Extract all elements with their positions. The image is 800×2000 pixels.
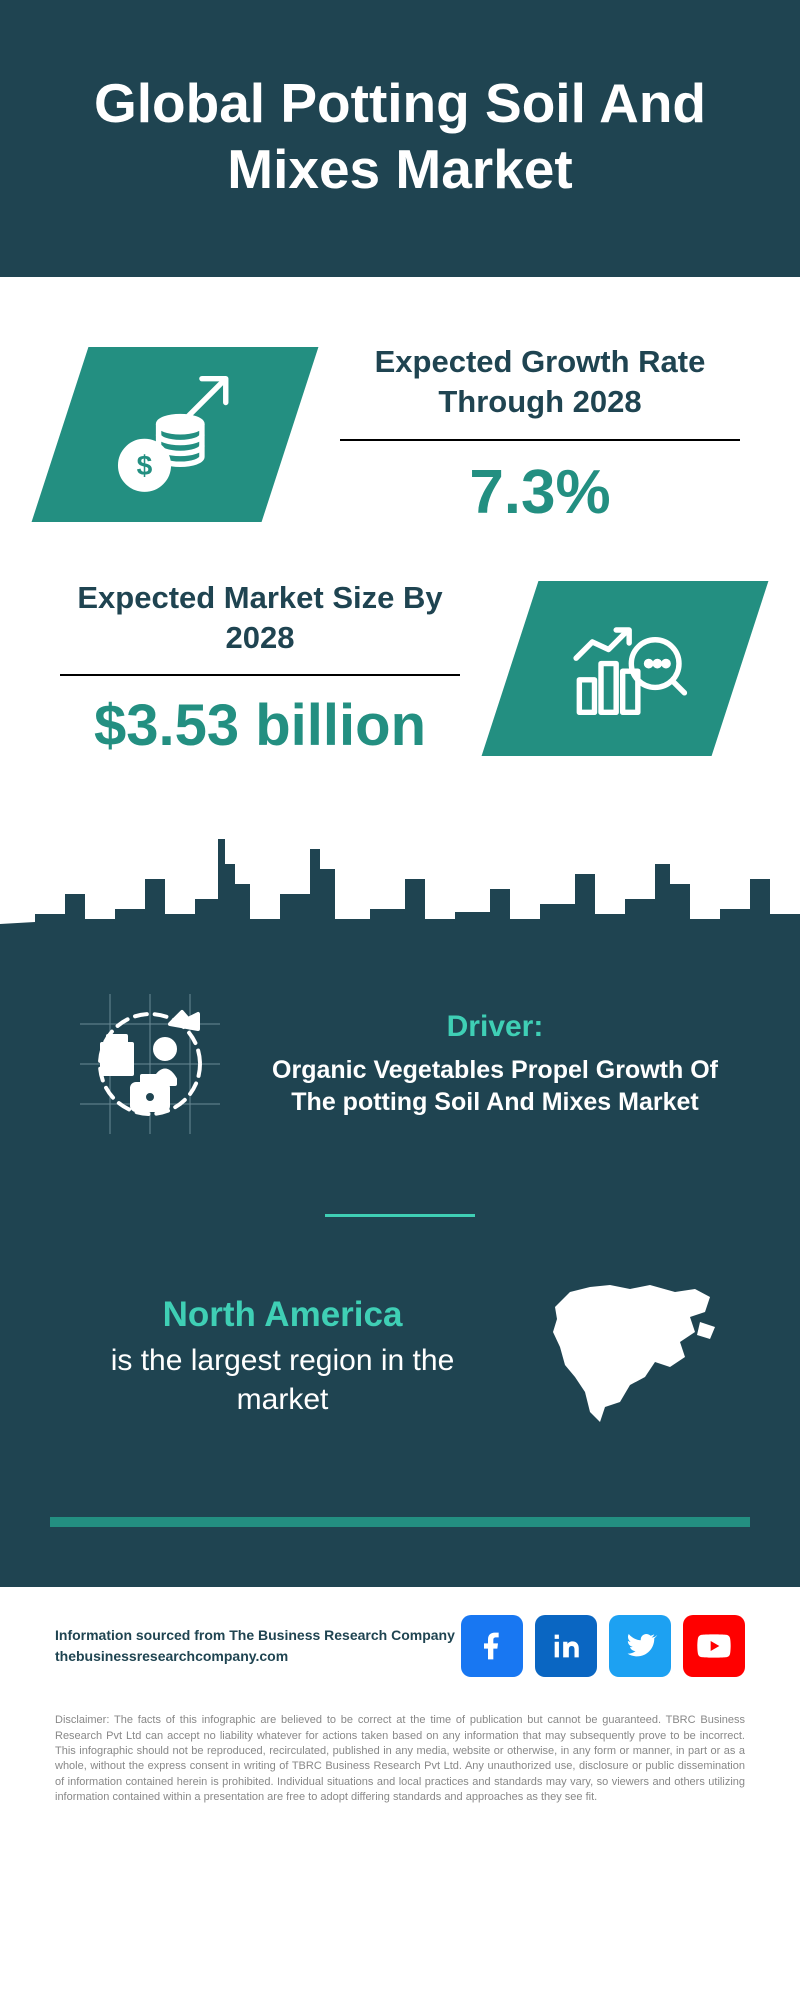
footer-accent-stripe [50, 1517, 750, 1527]
youtube-icon [694, 1626, 734, 1666]
market-size-label: Expected Market Size By 2028 [60, 578, 460, 677]
growth-rate-text: Expected Growth Rate Through 2028 7.3% [340, 342, 740, 528]
growth-rate-value: 7.3% [340, 457, 740, 528]
linkedin-button[interactable] [535, 1615, 597, 1677]
dark-info-section: Driver: Organic Vegetables Propel Growth… [0, 944, 800, 1587]
market-size-value: $3.53 billion [60, 692, 460, 759]
market-size-section: Expected Market Size By 2028 $3.53 billi… [0, 553, 800, 825]
growth-icon-badge: $ [32, 347, 319, 522]
skyline-divider [0, 824, 800, 944]
region-row: North America is the largest region in t… [50, 1257, 750, 1467]
north-america-map-icon [535, 1277, 730, 1437]
page-title: Global Potting Soil And Mixes Market [50, 70, 750, 202]
disclaimer-text: Disclaimer: The facts of this infographi… [0, 1705, 800, 1835]
coins-arrow-icon: $ [110, 370, 240, 500]
growth-rate-label: Expected Growth Rate Through 2028 [340, 342, 740, 441]
twitter-button[interactable] [609, 1615, 671, 1677]
driver-text-block: Driver: Organic Vegetables Propel Growth… [260, 1010, 730, 1119]
source-line-1: Information sourced from The Business Re… [55, 1625, 455, 1646]
chart-magnifier-icon [560, 603, 690, 733]
twitter-icon [622, 1628, 658, 1664]
header-banner: Global Potting Soil And Mixes Market [0, 0, 800, 277]
growth-rate-section: $ Expected Growth Rate Through 2028 7.3% [0, 277, 800, 553]
driver-description: Organic Vegetables Propel Growth Of The … [260, 1054, 730, 1119]
region-text-block: North America is the largest region in t… [70, 1295, 495, 1419]
region-map [535, 1277, 730, 1437]
social-buttons [461, 1615, 745, 1677]
footer: Information sourced from The Business Re… [0, 1587, 800, 1705]
svg-text:$: $ [137, 450, 153, 481]
source-attribution: Information sourced from The Business Re… [55, 1625, 455, 1667]
linkedin-icon [549, 1629, 583, 1663]
driver-row: Driver: Organic Vegetables Propel Growth… [50, 974, 750, 1174]
youtube-button[interactable] [683, 1615, 745, 1677]
driver-icon [70, 984, 230, 1144]
driver-illustration [70, 984, 230, 1144]
section-divider [325, 1214, 475, 1217]
market-size-icon-badge [482, 581, 769, 756]
region-name: North America [70, 1295, 495, 1335]
region-subtitle: is the largest region in the market [70, 1341, 495, 1419]
source-line-2: thebusinessresearchcompany.com [55, 1646, 455, 1667]
facebook-icon [476, 1630, 508, 1662]
market-size-text: Expected Market Size By 2028 $3.53 billi… [60, 578, 460, 760]
driver-title: Driver: [260, 1010, 730, 1044]
facebook-button[interactable] [461, 1615, 523, 1677]
